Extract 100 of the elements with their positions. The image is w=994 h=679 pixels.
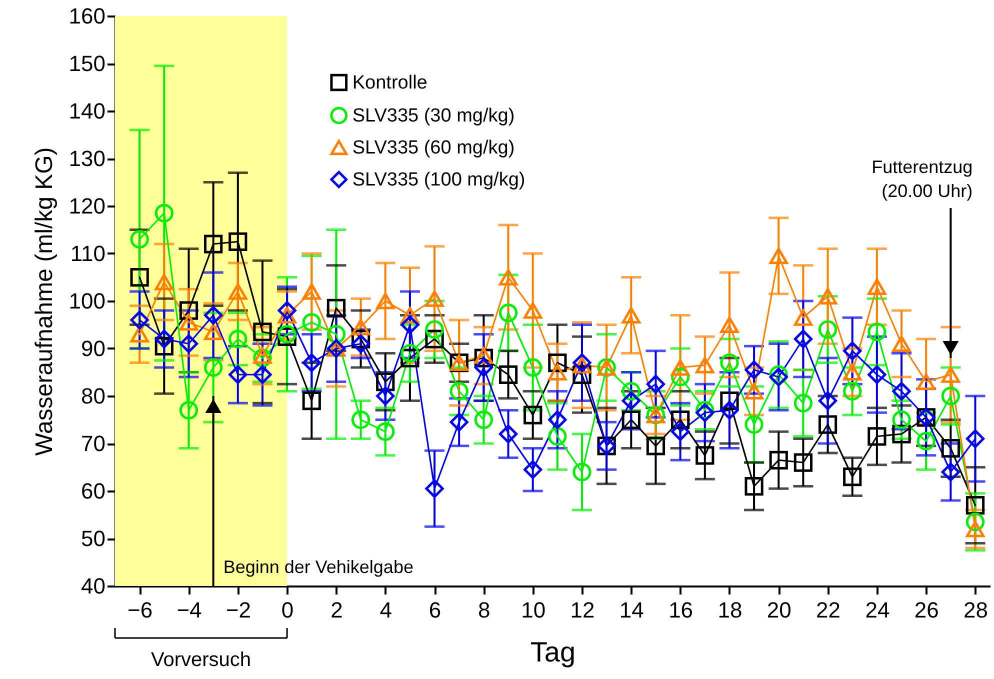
point [744, 415, 764, 434]
y-tick-label: 70 [81, 431, 106, 456]
x-tick-label: 18 [718, 598, 742, 622]
point [524, 302, 542, 319]
point [744, 360, 764, 380]
point [351, 334, 370, 354]
point [326, 298, 346, 318]
legend-label: SLV335 (60 mg/kg) [352, 138, 515, 158]
point [130, 310, 149, 330]
point [941, 366, 960, 383]
point [622, 307, 640, 324]
point [228, 330, 248, 348]
point [253, 322, 272, 342]
point [351, 318, 370, 336]
point [179, 301, 198, 320]
point [868, 278, 886, 295]
point [154, 330, 174, 348]
point [548, 427, 567, 446]
point [818, 391, 838, 410]
point [253, 365, 272, 384]
point [498, 365, 518, 384]
point [204, 234, 223, 254]
x-tick-label: −2 [226, 598, 251, 622]
x-tick-label: 22 [816, 598, 841, 622]
point [425, 479, 444, 498]
y-tick-label: 160 [68, 4, 106, 28]
point [302, 391, 321, 410]
point [843, 382, 862, 401]
legend-label: SLV335 (100 mg/kg) [352, 170, 526, 190]
legend-label: SLV335 (30 mg/kg) [352, 106, 515, 126]
x-tick-label: 12 [570, 598, 595, 622]
point [204, 306, 223, 325]
point [376, 422, 395, 441]
point [302, 313, 321, 332]
x-tick-label: −4 [176, 598, 202, 622]
y-tick-label: 150 [68, 51, 106, 76]
point [794, 309, 813, 326]
x-tick-label: 10 [521, 598, 546, 622]
x-tick-label: 20 [766, 598, 792, 622]
x-tick-label: 2 [330, 598, 343, 622]
point [769, 248, 788, 264]
point [524, 358, 542, 377]
point [130, 268, 149, 287]
point [670, 359, 690, 376]
point [548, 410, 567, 430]
point [916, 374, 936, 390]
point [130, 326, 149, 342]
point [450, 412, 468, 432]
point [278, 301, 296, 320]
point [154, 274, 174, 290]
point [474, 358, 493, 377]
point [572, 353, 592, 372]
point [548, 353, 567, 372]
point [302, 283, 321, 300]
point [818, 415, 838, 434]
point [548, 364, 567, 380]
point [179, 334, 198, 354]
x-tick-label: −6 [128, 598, 153, 622]
point [646, 436, 666, 456]
point [696, 446, 714, 465]
y-tick-label: 130 [68, 146, 106, 171]
annotation: Beginn der Vehikelgabe [223, 557, 414, 577]
point [720, 400, 739, 420]
point [941, 386, 960, 406]
point [572, 462, 592, 482]
x-tick-label: 0 [281, 598, 294, 622]
point [400, 315, 420, 334]
y-tick-label: 90 [81, 336, 106, 361]
x-tick-label: 6 [428, 598, 442, 622]
point [130, 230, 149, 249]
point [376, 386, 395, 406]
point [228, 283, 248, 300]
point [498, 304, 518, 322]
point [794, 453, 813, 472]
point [966, 429, 985, 448]
point [204, 358, 223, 377]
text: Vorversuch [150, 649, 252, 671]
point [425, 320, 444, 339]
point [892, 336, 911, 352]
point [916, 432, 936, 450]
point [769, 450, 788, 470]
x-tick-label: 24 [865, 598, 890, 622]
point [253, 347, 272, 364]
x-tick-label: 8 [478, 598, 490, 622]
point [498, 269, 518, 286]
annotation: Futterentzug (20.00 Uhr) [872, 157, 973, 201]
point [720, 353, 739, 372]
point [450, 382, 468, 401]
point [302, 353, 321, 372]
point [941, 438, 960, 458]
point [744, 476, 764, 496]
point [868, 365, 886, 384]
point [868, 322, 886, 342]
point [351, 410, 370, 430]
point [646, 374, 666, 394]
point [154, 204, 174, 222]
point [228, 232, 248, 251]
point [818, 288, 838, 304]
point [794, 330, 813, 348]
point [744, 383, 764, 400]
